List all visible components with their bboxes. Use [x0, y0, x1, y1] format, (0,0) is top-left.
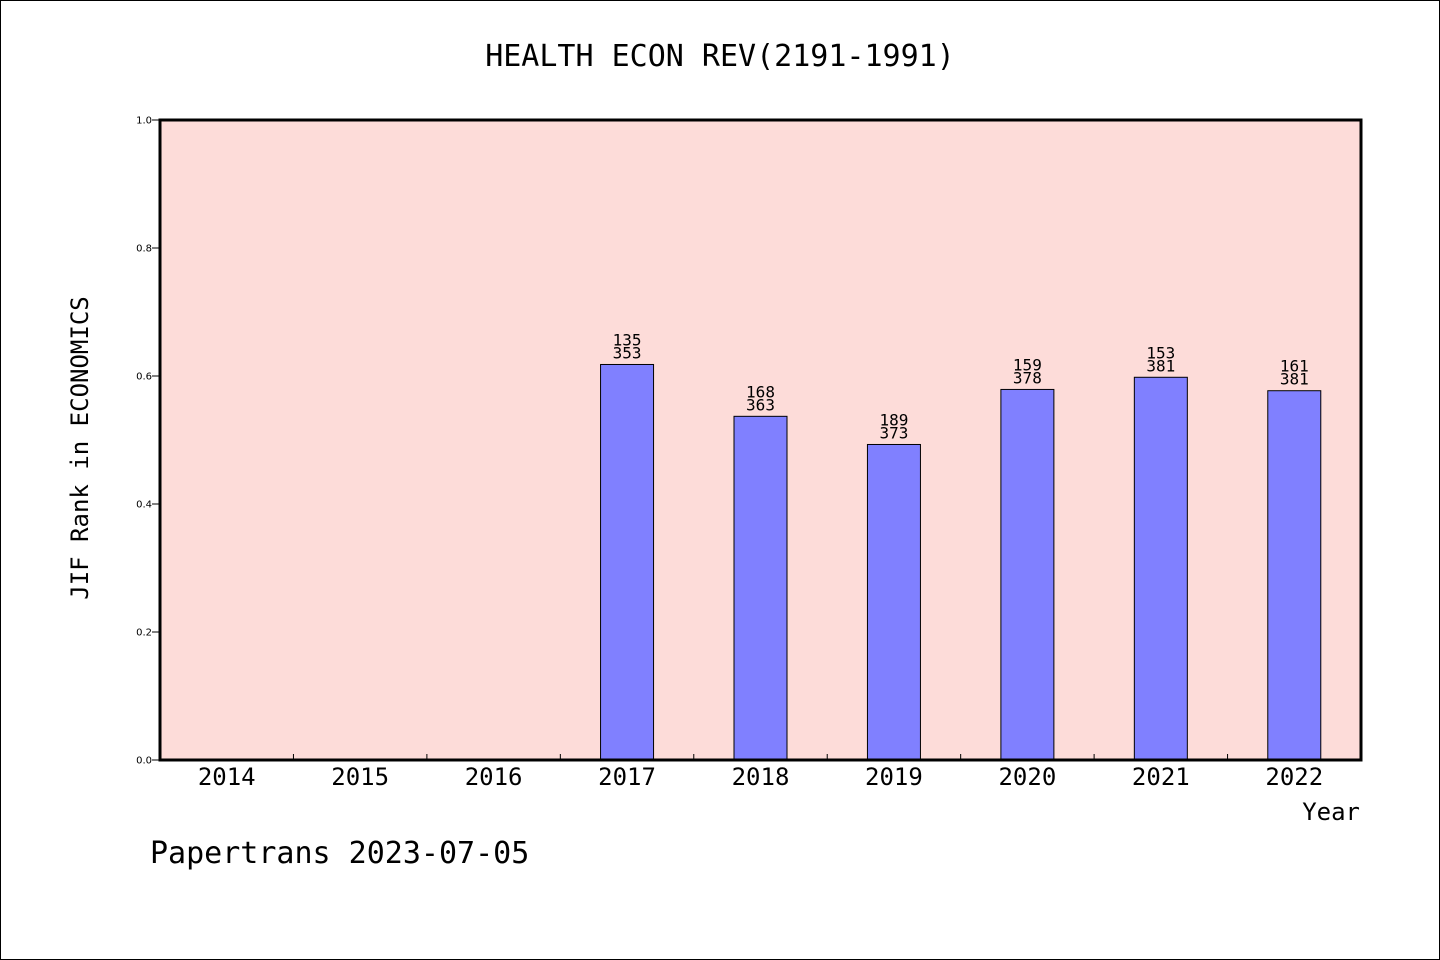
- plot-border: [158, 118, 1363, 762]
- bar-label-rank: 153: [1146, 343, 1175, 362]
- bar-label-total: 363: [746, 395, 775, 414]
- bar-2022: [1267, 390, 1322, 761]
- chart-title: HEALTH ECON REV(2191-1991): [485, 39, 955, 74]
- bar-label-total: 373: [879, 423, 908, 442]
- bar-label-rank: 189: [879, 410, 908, 429]
- bar-label-total: 381: [1280, 370, 1309, 389]
- bar-label-rank: 161: [1280, 357, 1309, 376]
- bar-2018: [733, 415, 788, 761]
- x-tick-label: 2019: [865, 763, 923, 791]
- x-axis-label: Year: [1302, 798, 1360, 826]
- x-tick-label: 2021: [1132, 763, 1190, 791]
- bar-label-total: 353: [613, 343, 642, 362]
- bar-2020: [1000, 388, 1055, 761]
- y-axis-label: JIF Rank in ECONOMICS: [66, 296, 94, 599]
- y-tick-label: 0.8: [136, 244, 152, 255]
- x-tick-label: 2022: [1265, 763, 1323, 791]
- y-tick-label: 1.0: [136, 116, 152, 127]
- x-tick-label: 2015: [331, 763, 389, 791]
- y-tick-label: 0.6: [136, 372, 152, 383]
- bar-label-rank: 168: [746, 382, 775, 401]
- x-tick-label: 2020: [998, 763, 1056, 791]
- bar-label-rank: 135: [613, 330, 642, 349]
- x-tick-label: 2014: [198, 763, 256, 791]
- x-tick-label: 2016: [465, 763, 523, 791]
- bar-2019: [866, 443, 921, 761]
- y-tick-label: 0.2: [136, 628, 152, 639]
- bar-2021: [1133, 376, 1188, 761]
- y-tick-label: 0.4: [136, 500, 152, 511]
- bar-label-total: 378: [1013, 368, 1042, 387]
- bar-label-total: 381: [1146, 356, 1175, 375]
- bar-2017: [600, 363, 655, 761]
- bar-label-rank: 159: [1013, 355, 1042, 374]
- x-tick-label: 2017: [598, 763, 656, 791]
- x-tick-label: 2018: [732, 763, 790, 791]
- y-tick-label: 0.0: [136, 756, 152, 767]
- footer-stamp: Papertrans 2023-07-05: [150, 836, 529, 871]
